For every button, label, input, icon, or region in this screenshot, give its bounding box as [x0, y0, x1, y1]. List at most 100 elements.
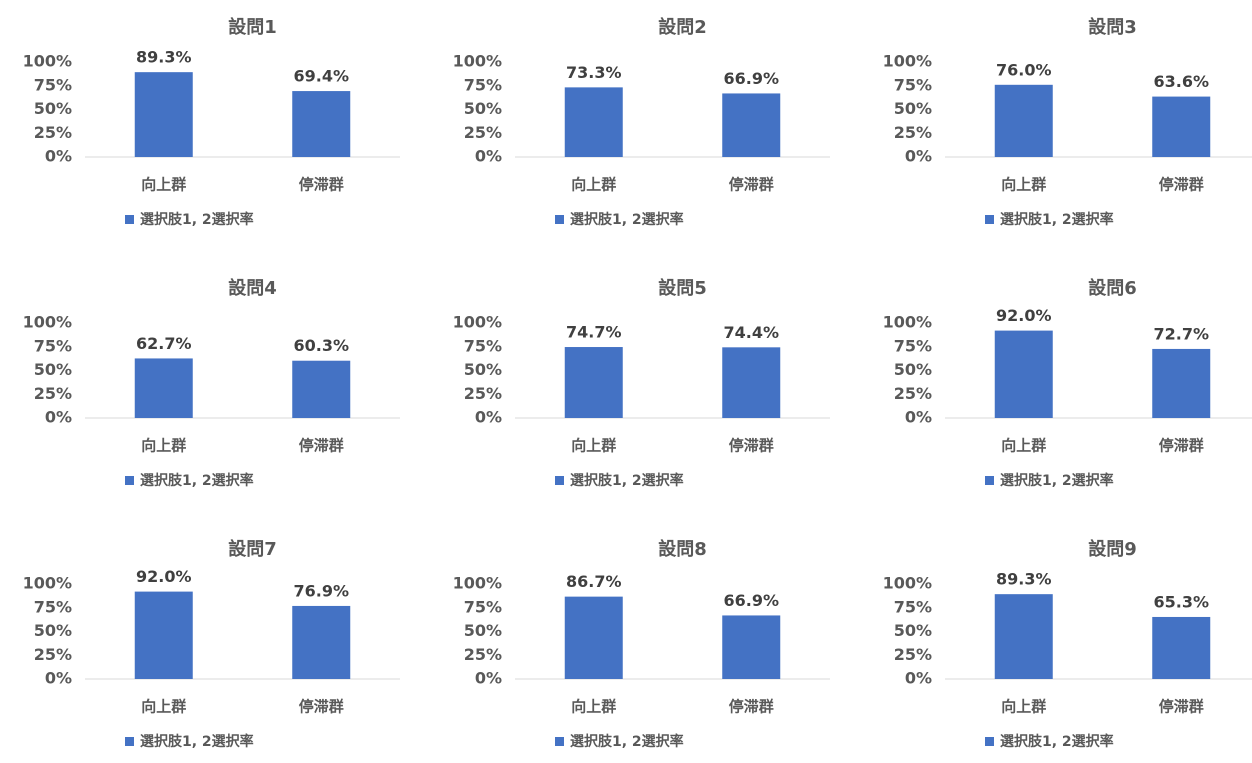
x-tick-label: 停滞群: [299, 437, 344, 455]
y-tick-label: 25%: [464, 123, 502, 142]
legend-label: 選択肢1, 2選択率: [140, 472, 254, 489]
legend-swatch: [555, 737, 564, 746]
bar: [722, 615, 781, 679]
bar: [292, 605, 351, 679]
chart-panel: 設問1 0% 25% 50% 75% 100% 向上群 89.3% 停滞群 69.4% 選択肢1, …: [23, 16, 400, 228]
chart-panel: 設問5 0% 25% 50% 75% 100% 向上群 74.7% 停滞群 74.4% 選択肢1, …: [453, 277, 830, 489]
y-tick-label: 50%: [894, 360, 932, 379]
data-label: 92.0%: [996, 306, 1052, 325]
x-tick-label: 停滞群: [1159, 437, 1204, 455]
y-tick-label: 50%: [464, 360, 502, 379]
y-tick-label: 100%: [23, 313, 72, 332]
y-tick-label: 75%: [894, 597, 932, 616]
bar: [134, 358, 193, 418]
data-label: 86.7%: [566, 572, 622, 591]
legend-label: 選択肢1, 2選択率: [1000, 211, 1114, 228]
x-tick-label: 向上群: [571, 698, 616, 716]
y-tick-label: 0%: [905, 147, 932, 166]
legend-swatch: [555, 215, 564, 224]
bar: [1152, 616, 1211, 679]
y-tick-label: 75%: [464, 336, 502, 355]
bar: [134, 591, 193, 679]
bar: [994, 330, 1053, 418]
y-tick-label: 75%: [464, 75, 502, 94]
y-tick-label: 0%: [475, 408, 502, 427]
bar: [134, 72, 193, 157]
y-tick-label: 0%: [45, 147, 72, 166]
chart-title: 設問9: [1088, 538, 1137, 560]
data-label: 69.4%: [293, 67, 349, 86]
y-tick-label: 50%: [34, 99, 72, 118]
y-tick-label: 100%: [453, 574, 502, 593]
legend-swatch: [985, 476, 994, 485]
y-tick-label: 100%: [23, 574, 72, 593]
data-label: 60.3%: [293, 336, 349, 355]
x-tick-label: 停滞群: [729, 176, 774, 194]
chart-panel: 設問9 0% 25% 50% 75% 100% 向上群 89.3% 停滞群 65.3% 選択肢1, …: [883, 538, 1252, 750]
legend-swatch: [125, 476, 134, 485]
y-tick-label: 25%: [34, 645, 72, 664]
chart-panel: 設問6 0% 25% 50% 75% 100% 向上群 92.0% 停滞群 72.7% 選択肢1, …: [883, 277, 1252, 489]
y-tick-label: 75%: [34, 597, 72, 616]
bar: [1152, 348, 1211, 418]
x-tick-label: 向上群: [141, 176, 186, 194]
y-tick-label: 50%: [464, 621, 502, 640]
x-tick-label: 向上群: [1001, 176, 1046, 194]
y-tick-label: 100%: [883, 52, 932, 71]
y-tick-label: 0%: [475, 147, 502, 166]
bar: [722, 93, 781, 157]
chart-panel: 設問3 0% 25% 50% 75% 100% 向上群 76.0% 停滞群 63.6% 選択肢1, …: [883, 16, 1252, 228]
chart-title: 設問5: [658, 277, 707, 299]
chart-title: 設問3: [1088, 16, 1137, 38]
y-tick-label: 100%: [883, 313, 932, 332]
chart-panel: 設問8 0% 25% 50% 75% 100% 向上群 86.7% 停滞群 66.9% 選択肢1, …: [453, 538, 830, 750]
chart-title: 設問4: [228, 277, 277, 299]
y-tick-label: 75%: [894, 336, 932, 355]
chart-title: 設問1: [228, 16, 277, 38]
x-tick-label: 停滞群: [299, 698, 344, 716]
legend-swatch: [555, 476, 564, 485]
bar: [722, 347, 781, 418]
data-label: 72.7%: [1153, 324, 1209, 343]
bar: [994, 594, 1053, 679]
y-tick-label: 25%: [894, 384, 932, 403]
bar: [564, 87, 623, 157]
y-tick-label: 50%: [34, 360, 72, 379]
y-tick-label: 25%: [464, 384, 502, 403]
y-tick-label: 0%: [905, 408, 932, 427]
x-tick-label: 停滞群: [1159, 176, 1204, 194]
y-tick-label: 0%: [45, 408, 72, 427]
y-tick-label: 75%: [894, 75, 932, 94]
legend-label: 選択肢1, 2選択率: [1000, 472, 1114, 489]
legend-label: 選択肢1, 2選択率: [570, 733, 684, 750]
y-tick-label: 100%: [453, 52, 502, 71]
x-tick-label: 停滞群: [299, 176, 344, 194]
chart-title: 設問2: [658, 16, 707, 38]
x-tick-label: 停滞群: [729, 698, 774, 716]
legend-label: 選択肢1, 2選択率: [570, 211, 684, 228]
data-label: 74.4%: [723, 323, 779, 342]
y-tick-label: 50%: [894, 621, 932, 640]
x-tick-label: 停滞群: [729, 437, 774, 455]
legend-label: 選択肢1, 2選択率: [140, 733, 254, 750]
legend-label: 選択肢1, 2選択率: [570, 472, 684, 489]
y-tick-label: 75%: [34, 75, 72, 94]
legend-swatch: [985, 737, 994, 746]
x-tick-label: 向上群: [1001, 437, 1046, 455]
y-tick-label: 25%: [34, 384, 72, 403]
chart-panel: 設問4 0% 25% 50% 75% 100% 向上群 62.7% 停滞群 60.3% 選択肢1, …: [23, 277, 400, 489]
data-label: 62.7%: [136, 334, 192, 353]
y-tick-label: 0%: [905, 669, 932, 688]
data-label: 73.3%: [566, 63, 622, 82]
x-tick-label: 向上群: [1001, 698, 1046, 716]
bar: [564, 596, 623, 679]
y-tick-label: 50%: [464, 99, 502, 118]
legend-swatch: [125, 737, 134, 746]
x-tick-label: 向上群: [571, 437, 616, 455]
y-tick-label: 25%: [894, 123, 932, 142]
y-tick-label: 25%: [464, 645, 502, 664]
y-tick-label: 100%: [883, 574, 932, 593]
bar: [1152, 96, 1211, 157]
data-label: 63.6%: [1153, 72, 1209, 91]
